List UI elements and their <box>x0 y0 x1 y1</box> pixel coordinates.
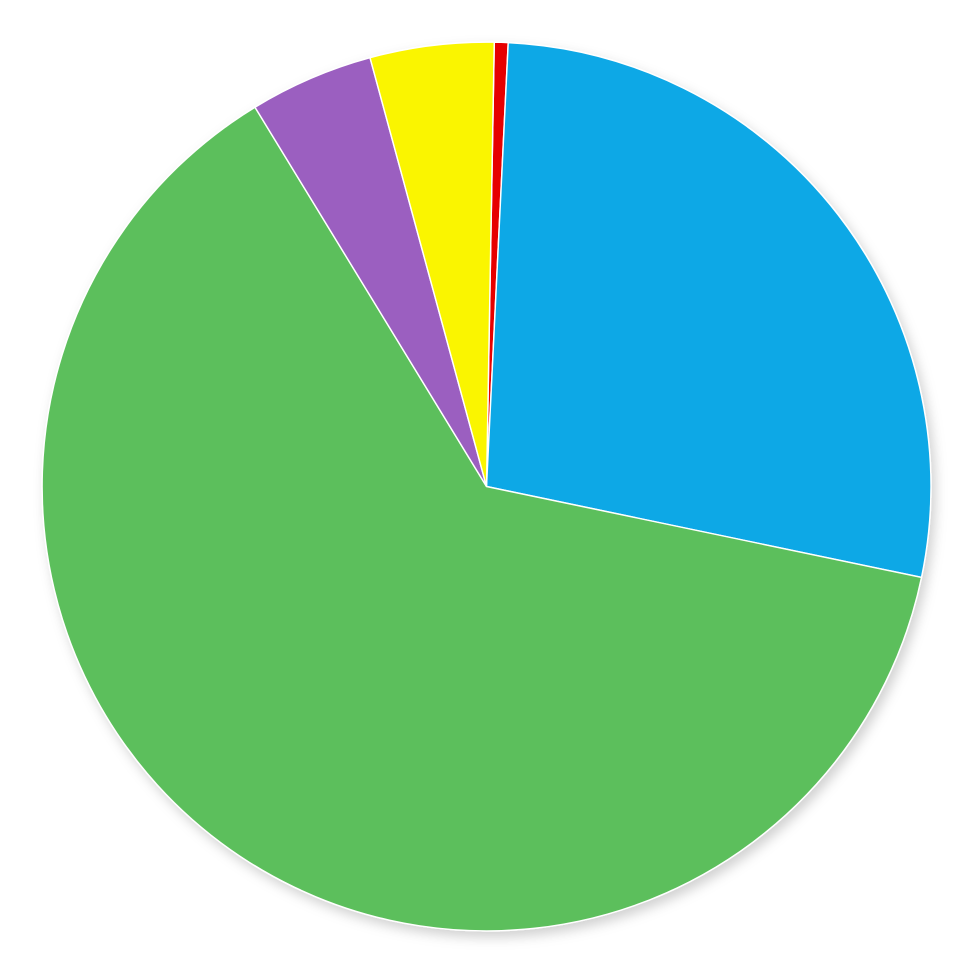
pie-chart-container <box>17 17 957 957</box>
pie-chart <box>17 17 957 957</box>
pie-slice-blue <box>486 42 930 577</box>
